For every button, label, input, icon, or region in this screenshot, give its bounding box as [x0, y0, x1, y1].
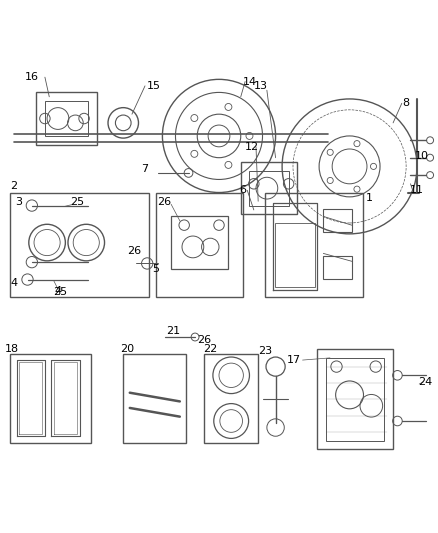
- Text: 23: 23: [258, 346, 272, 357]
- Text: 3: 3: [15, 197, 22, 207]
- Text: 17: 17: [287, 355, 301, 365]
- Bar: [323, 256, 352, 279]
- Text: 4: 4: [11, 278, 18, 288]
- Text: 5: 5: [152, 264, 159, 273]
- Bar: [45, 101, 88, 136]
- Bar: [265, 192, 363, 297]
- Text: 1: 1: [366, 193, 373, 203]
- Bar: [10, 353, 91, 443]
- Text: 6: 6: [240, 185, 247, 195]
- Text: 26: 26: [197, 335, 211, 345]
- Bar: [10, 192, 149, 297]
- Bar: [123, 353, 186, 443]
- Text: 24: 24: [419, 377, 433, 387]
- Text: 14: 14: [242, 77, 257, 86]
- Text: 16: 16: [25, 72, 39, 82]
- Text: 26: 26: [127, 246, 141, 256]
- Text: 10: 10: [414, 150, 428, 160]
- Bar: [325, 358, 385, 441]
- Text: 15: 15: [147, 81, 161, 91]
- Text: 25: 25: [71, 197, 85, 207]
- Bar: [323, 209, 352, 232]
- Bar: [241, 162, 297, 214]
- Bar: [275, 223, 315, 287]
- Text: 4: 4: [54, 286, 61, 296]
- Text: 22: 22: [203, 344, 217, 354]
- Text: 2: 2: [10, 181, 17, 191]
- Text: 13: 13: [253, 81, 267, 91]
- Text: 18: 18: [5, 344, 19, 354]
- Text: 21: 21: [166, 326, 180, 336]
- Text: 8: 8: [403, 98, 410, 108]
- Bar: [171, 216, 228, 269]
- Text: 26: 26: [158, 197, 172, 207]
- Text: 7: 7: [141, 164, 148, 174]
- Text: 20: 20: [120, 344, 134, 354]
- Bar: [204, 353, 258, 443]
- Bar: [250, 171, 289, 206]
- Bar: [36, 92, 97, 144]
- Text: 11: 11: [410, 185, 424, 195]
- Bar: [156, 192, 243, 297]
- Text: 25: 25: [53, 287, 67, 297]
- Bar: [317, 349, 393, 449]
- Text: 12: 12: [244, 142, 259, 152]
